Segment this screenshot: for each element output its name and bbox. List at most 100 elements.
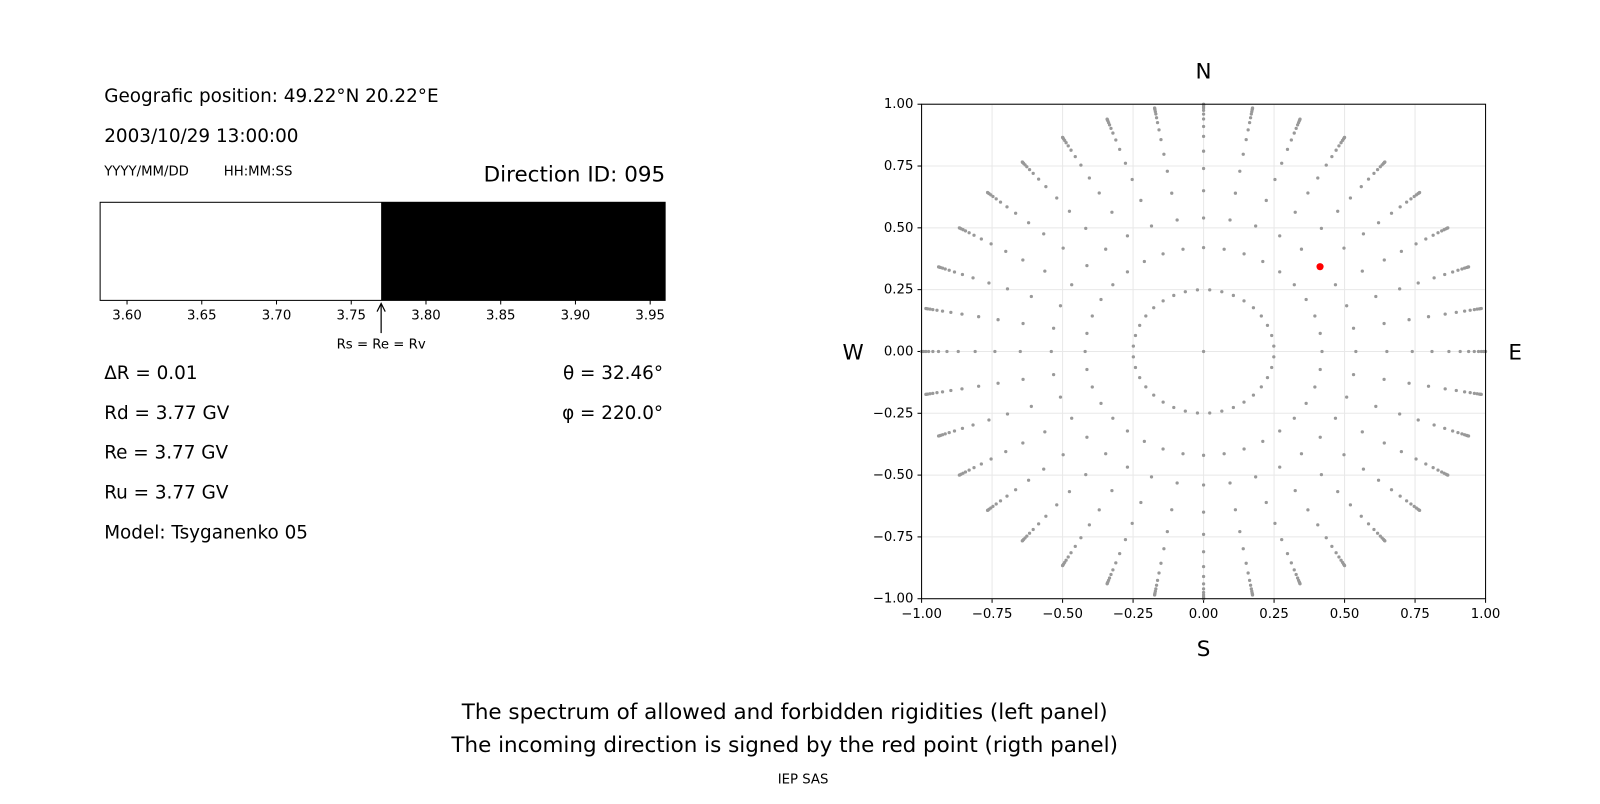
direction-grid-point <box>1265 323 1270 327</box>
direction-grid-point <box>1375 531 1380 535</box>
direction-grid-point <box>1005 494 1009 498</box>
direction-grid-point <box>973 349 977 354</box>
x-tick-label: 3.65 <box>187 309 217 324</box>
direction-grid-point <box>998 499 1003 503</box>
direction-grid-point <box>1342 563 1347 568</box>
direction-grid-point <box>1085 331 1089 336</box>
x-tick-label: 0.25 <box>1259 607 1289 622</box>
direction-grid-point <box>1376 478 1381 482</box>
x-tick-label: 3.90 <box>561 309 591 324</box>
direction-grid-point <box>1479 392 1483 397</box>
direction-grid-point <box>1292 416 1296 420</box>
spectrum-segment <box>100 202 382 301</box>
direction-grid-point <box>1436 468 1440 472</box>
direction-grid-point <box>1289 561 1293 565</box>
direction-grid-point <box>1348 503 1353 507</box>
direction-grid-point <box>1414 457 1418 461</box>
direction-grid-point <box>1250 106 1255 110</box>
time-format: HH:MM:SS <box>224 165 293 180</box>
direction-grid-point <box>1111 283 1115 287</box>
direction-grid-point <box>1162 547 1166 551</box>
direction-grid-point <box>940 309 945 313</box>
direction-grid-point <box>1241 547 1245 551</box>
direction-grid-point <box>1004 449 1008 454</box>
direction-grid-point <box>1130 177 1134 182</box>
direction-grid-point <box>1060 135 1065 139</box>
direction-grid-point <box>1454 310 1458 315</box>
direction-grid-point <box>1292 283 1296 287</box>
direction-grid-point <box>1079 536 1083 540</box>
direction-grid-point <box>1170 191 1174 195</box>
direction-grid-point <box>1285 551 1290 556</box>
direction-grid-point <box>1398 494 1402 498</box>
direction-grid-point <box>1242 400 1246 404</box>
direction-grid-point <box>1382 258 1386 262</box>
direction-grid-point <box>972 233 976 237</box>
direction-grid-point <box>1320 349 1324 354</box>
direction-grid-point <box>1324 536 1328 540</box>
direction-grid-point <box>1069 148 1073 152</box>
direction-grid-point <box>1467 349 1471 354</box>
direction-grid-point <box>1414 242 1418 246</box>
ru: Ru = 3.77 GV <box>104 482 229 503</box>
direction-grid-point <box>1104 452 1108 456</box>
direction-grid-point <box>1138 323 1142 327</box>
direction-grid-point <box>1278 234 1282 238</box>
direction-grid-point <box>1436 231 1440 235</box>
direction-grid-point <box>1172 405 1176 410</box>
direction-grid-point <box>1337 555 1341 559</box>
direction-grid-point <box>1195 288 1200 292</box>
direction-grid-point <box>1029 294 1033 299</box>
direction-grid-point <box>1366 177 1371 181</box>
direction-grid-point <box>1020 160 1024 164</box>
x-tick-label: 3.95 <box>635 309 665 324</box>
direction-grid-point <box>936 265 941 269</box>
direction-grid-point <box>1201 453 1206 457</box>
direction-grid-point <box>1432 276 1436 280</box>
direction-grid-point <box>1345 395 1349 399</box>
direction-grid-point <box>1383 160 1387 164</box>
direction-grid-point <box>1014 211 1018 215</box>
direction-grid-point <box>1336 489 1340 494</box>
direction-grid-point <box>1374 404 1378 409</box>
direction-grid-point <box>1294 126 1298 131</box>
direction-grid-point <box>935 308 939 312</box>
direction-grid-point <box>1201 590 1206 595</box>
direction-grid-point <box>1313 385 1317 389</box>
direction-grid-point <box>1398 412 1402 416</box>
direction-grid-point <box>996 381 1000 385</box>
direction-grid-point <box>1261 259 1265 264</box>
direction-grid-point <box>979 237 983 241</box>
direction-grid-point <box>931 307 935 312</box>
direction-grid-point <box>1342 246 1346 250</box>
direction-grid-point <box>1431 466 1435 470</box>
direction-grid-point <box>1195 411 1200 415</box>
direction-grid-point <box>1359 185 1363 189</box>
direction-grid-point <box>1114 138 1118 142</box>
direction-grid-point <box>957 226 961 230</box>
direction-grid-point <box>972 466 976 470</box>
direction-grid-point <box>1351 373 1356 377</box>
direction-grid-point <box>1385 349 1389 354</box>
direction-grid-point <box>1472 391 1476 395</box>
direction-grid-point <box>1318 435 1322 439</box>
direction-grid-point <box>1398 205 1402 209</box>
direction-grid-point <box>1254 224 1258 228</box>
direction-grid-point <box>1289 138 1293 142</box>
direction-grid-point <box>1222 247 1226 251</box>
direction-grid-point <box>947 268 951 272</box>
x-tick-label: −0.50 <box>1042 607 1083 622</box>
direction-grid-point <box>1031 171 1035 176</box>
direction-grid-point <box>1175 481 1179 485</box>
direction-grid-point <box>1330 544 1334 548</box>
direction-grid-point <box>1334 551 1338 555</box>
direction-grid-point <box>1111 568 1115 572</box>
plot-frame <box>921 103 1487 600</box>
direction-grid-point <box>1114 561 1118 565</box>
direction-grid-point <box>1333 416 1338 420</box>
direction-grid-point <box>1090 385 1094 389</box>
direction-grid-point <box>1443 426 1447 431</box>
direction-grid-point <box>1222 452 1226 456</box>
direction-grid-point <box>1133 333 1138 338</box>
